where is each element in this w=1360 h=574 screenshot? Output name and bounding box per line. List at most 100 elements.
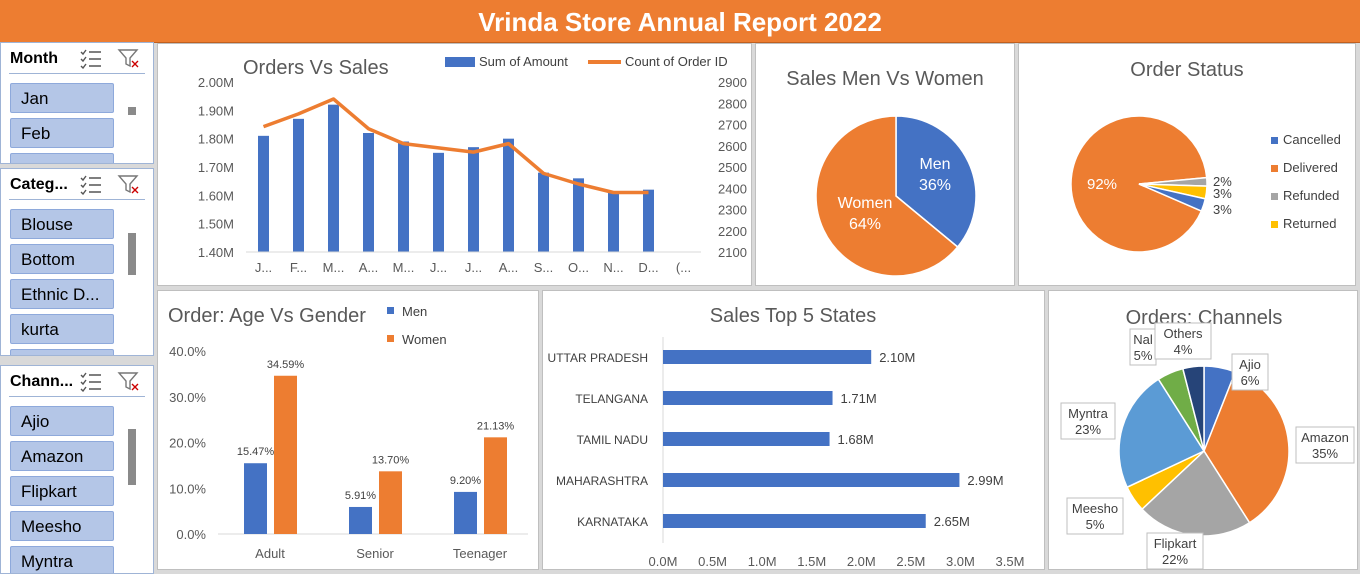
x-tick: 0.5M xyxy=(698,554,727,569)
data-label-name: Amazon xyxy=(1301,430,1349,445)
bar-amount xyxy=(328,104,339,252)
sales-gender-chart: Sales Men Vs Women Men 36% Women 64% xyxy=(786,68,984,277)
y-left-tick: 1.70M xyxy=(198,160,234,175)
slicer-item-flipkart[interactable]: Flipkart xyxy=(10,476,114,506)
slice-label: Men xyxy=(919,156,950,173)
bar-amount xyxy=(608,192,619,252)
y-tick: 30.0% xyxy=(169,390,206,405)
bar-amount xyxy=(363,133,374,252)
data-label: 2.99M xyxy=(967,473,1003,488)
clear-filter-icon[interactable] xyxy=(117,370,141,392)
bar-state xyxy=(663,473,960,487)
data-label-box xyxy=(1295,426,1355,464)
category-slicer-title: Categ... xyxy=(10,176,68,193)
bar-men xyxy=(454,491,477,534)
legend-swatch-amount xyxy=(445,57,475,67)
slicer-item-blouse[interactable]: Blouse xyxy=(10,209,114,239)
channel-scrollbar[interactable] xyxy=(128,429,136,485)
y-tick: MAHARASHTRA xyxy=(556,474,648,488)
month-slicer-title: Month xyxy=(10,50,58,67)
month-scrollbar[interactable] xyxy=(128,107,136,115)
bar-amount xyxy=(503,138,514,252)
x-tick: S... xyxy=(534,260,554,275)
y-tick: 10.0% xyxy=(169,481,206,496)
y-right-tick: 2100 xyxy=(718,245,747,260)
y-right-tick: 2400 xyxy=(718,181,747,196)
channel-slicer-header: Chann... xyxy=(9,366,145,397)
slicer-item-kurta[interactable]: kurta xyxy=(10,314,114,344)
y-left-tick: 1.80M xyxy=(198,132,234,147)
data-label-name: Meesho xyxy=(1072,501,1118,516)
y-left-tick: 1.90M xyxy=(198,103,234,118)
category-scrollbar[interactable] xyxy=(128,233,136,275)
x-tick: M... xyxy=(323,260,345,275)
data-label: 15.47% xyxy=(237,446,275,458)
x-tick: M... xyxy=(393,260,415,275)
bar-men xyxy=(349,506,372,534)
slicer-item-feb[interactable]: Feb xyxy=(10,118,114,148)
orders-vs-sales-panel[interactable]: Orders Vs Sales Sum of Amount Count of Ord… xyxy=(157,43,752,286)
legend-label-orders: Count of Order ID xyxy=(625,54,728,69)
x-tick: 1.0M xyxy=(748,554,777,569)
data-label-box xyxy=(1146,532,1204,569)
data-label-value: 6% xyxy=(1241,373,1260,388)
pie-slice-myntra xyxy=(1118,378,1206,489)
x-tick: 2.0M xyxy=(847,554,876,569)
channels-chart: Orders: ChannelsAjio6%Amazon35%Flipkart2… xyxy=(1060,307,1355,569)
slicer-item-partial[interactable] xyxy=(10,349,114,355)
slicer-item-bottom[interactable]: Bottom xyxy=(10,244,114,274)
multi-select-icon[interactable] xyxy=(79,173,103,195)
channel-slicer: Chann... Ajio Amazon Flipkart Meesho Myn… xyxy=(0,365,154,574)
month-slicer: Month Jan Feb xyxy=(0,42,154,164)
slicer-item-ajio[interactable]: Ajio xyxy=(10,406,114,436)
multi-select-icon[interactable] xyxy=(79,370,103,392)
age-gender-panel[interactable]: Order: Age Vs Gender Men Women 40.0% 30.0% 20… xyxy=(157,290,539,570)
bar-state xyxy=(663,391,833,405)
legend-label-cancelled: Cancelled xyxy=(1283,132,1341,147)
data-label-name: Flipkart xyxy=(1154,536,1197,551)
bar-state xyxy=(663,350,872,364)
data-label: 21.13% xyxy=(477,420,515,432)
y-right-tick: 2300 xyxy=(718,203,747,218)
chart-title: Orders Vs Sales xyxy=(243,57,389,79)
clear-filter-icon[interactable] xyxy=(117,47,141,69)
channels-panel[interactable]: Orders: Channels Ajio 6% Amazon 35% Flipkart 2… xyxy=(1048,290,1358,570)
slicer-item-meesho[interactable]: Meesho xyxy=(10,511,114,541)
x-tick: J... xyxy=(465,260,482,275)
slicer-item-amazon[interactable]: Amazon xyxy=(10,441,114,471)
pie-slice-men xyxy=(895,115,977,249)
x-tick: 2.5M xyxy=(896,554,925,569)
line-order-count xyxy=(262,97,649,195)
data-label-name: Nal xyxy=(1133,332,1153,347)
x-tick: F... xyxy=(290,260,307,275)
slicer-item-partial[interactable] xyxy=(10,153,114,163)
legend-swatch-women xyxy=(387,335,394,342)
sales-gender-panel[interactable]: Sales Men Vs Women Men 36% Women 64% xyxy=(755,43,1015,286)
bar-amount xyxy=(468,147,479,252)
data-label: 34.59% xyxy=(267,359,305,371)
bar-women xyxy=(379,471,402,534)
order-status-panel[interactable]: Order Status 92% 2% 3% 3% Cancelled Delivered R… xyxy=(1018,43,1356,286)
slice-value: 2% xyxy=(1213,174,1232,189)
x-tick: 1.5M xyxy=(797,554,826,569)
top-states-panel[interactable]: Sales Top 5 States UTTAR PRADESH 2.10M TELA… xyxy=(542,290,1045,570)
slice-value: 3% xyxy=(1213,202,1232,217)
legend-swatch-refunded xyxy=(1271,193,1278,200)
slicer-item-myntra[interactable]: Myntra xyxy=(10,546,114,573)
clear-filter-icon[interactable] xyxy=(117,173,141,195)
report-title: Vrinda Store Annual Report 2022 xyxy=(0,0,1360,43)
y-left-tick: 1.40M xyxy=(198,245,234,260)
x-tick: Teenager xyxy=(453,546,508,561)
x-tick: 0.0M xyxy=(649,554,678,569)
slicer-item-jan[interactable]: Jan xyxy=(10,83,114,113)
multi-select-icon[interactable] xyxy=(79,47,103,69)
data-label-value: 35% xyxy=(1312,446,1338,461)
x-tick: A... xyxy=(499,260,519,275)
slicer-item-ethnic-dress[interactable]: Ethnic D... xyxy=(10,279,114,309)
bar-amount xyxy=(398,141,409,252)
y-right-tick: 2500 xyxy=(718,160,747,175)
x-tick: J... xyxy=(430,260,447,275)
bar-state xyxy=(663,514,926,528)
pie-slice-cancelled xyxy=(1138,183,1207,212)
